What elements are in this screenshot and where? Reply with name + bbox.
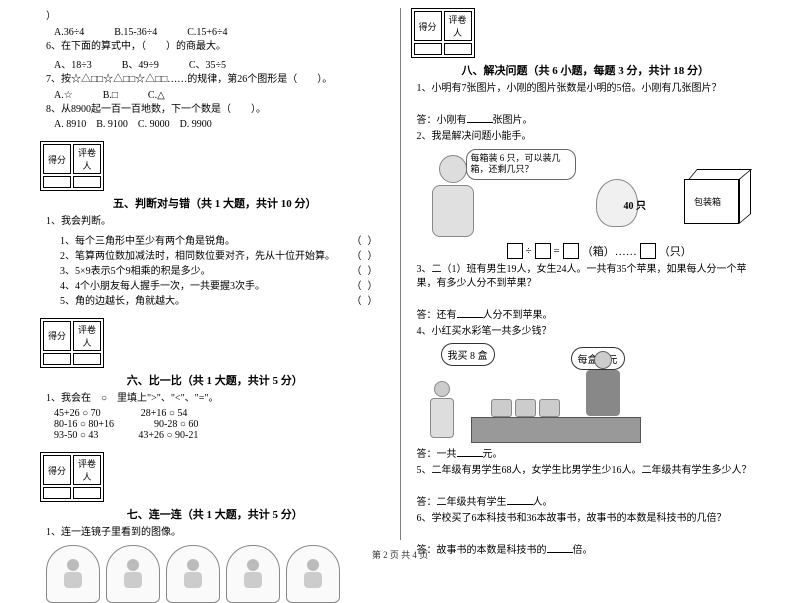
goods [491,399,561,417]
section-5-title: 五、判断对与错（共 1 大题，共计 10 分） [40,195,390,211]
blank [507,494,533,505]
q-opts: A.36÷4 B.15-36÷4 C.15+6÷4 [40,27,390,38]
opt-c: C. 9000 [138,119,170,130]
eq-blank [640,243,656,259]
opt-d: D. 9900 [180,119,212,130]
opt-c: C、35÷5 [189,56,226,71]
left-column: ） A.36÷4 B.15-36÷4 C.15+6÷4 6、在下面的算式中，（ … [30,8,400,540]
kid-figure [425,381,459,443]
s6-r3: 93-50 ○ 4343+26 ○ 90-21 [40,430,390,441]
blank [457,307,483,318]
r-q6: 6、学校买了6本科技书和36本故事书，故事书的本数是科技书的几倍？ [417,512,761,527]
counter [471,417,641,443]
speech-buy: 我买 8 盒 [441,343,495,366]
q4-illustration: 我买 8 盒 每盒 8 元 [411,343,761,443]
s7-lead: 1、连一连镜子里看到的图像。 [46,526,390,541]
s5-2: 2、笔算两位数加减法时，相同数位要对齐，先从十位开始算。（） [40,247,390,262]
q6-opts: A、18÷3 B、49÷9 C、35÷5 [40,56,390,71]
opt-b: B. 9100 [96,119,128,130]
page-footer: 第 2 页 共 4 页 [0,548,800,561]
s6-r1: 45+26 ○ 7028+16 ○ 54 [40,408,390,419]
right-column: 得分评卷人 八、解决问题（共 6 小题，每题 3 分，共计 18 分） 1、小明… [401,8,771,540]
r-q5: 5、二年级有男学生68人，女学生比男学生少16人。二年级共有学生多少人？ [417,464,761,479]
box-label: 包装箱 [694,195,721,208]
equation-row: ÷ = （箱）…… （只） [507,243,692,259]
q2-illustration: 每箱装 6 只，可以装几箱，还剩几只？ 40 只 包装箱 ÷ = （箱）…… （… [411,149,761,259]
score-box-7: 得分评卷人 [40,452,104,502]
seller-figure [581,351,625,421]
r-q1: 1、小明有7张图片，小刚的图片张数是小明的5倍。小刚有几张图片？ [417,82,761,97]
r-q4: 4、小红买水彩笔一共多少钱？ [417,325,761,340]
eq-blank [507,243,523,259]
opt-a: A、18÷3 [54,56,92,71]
eq-blank [563,243,579,259]
r-a4: 答：一共元。 [417,446,761,463]
section-8-title: 八、解决问题（共 6 小题，每题 3 分，共计 18 分） [411,62,761,78]
score-box-8: 得分评卷人 [411,8,475,58]
eq-blank [535,243,551,259]
opt-b: B.15-36÷4 [114,27,157,38]
r-q3: 3、二（1）班有男生19人，女生24人。一共有35个苹果，如果每人分一个苹果，有… [417,263,761,292]
score-box-6: 得分评卷人 [40,318,104,368]
reviewer-label: 评卷人 [73,144,101,174]
q8: 8、从8900起一百一百地数，下一个数是（ ）。 [46,103,390,118]
opt-a: A. 8910 [54,119,86,130]
opt-b: B.□ [103,90,118,101]
blank [467,112,493,123]
q8-opts: A. 8910 B. 9100 C. 9000 D. 9900 [40,119,390,130]
blank [457,446,483,457]
opt-c: C.△ [148,90,165,101]
s5-lead: 1、我会判断。 [46,215,390,230]
r-a1: 答：小刚有张图片。 [417,112,761,129]
s5-5: 5、角的边越长，角就越大。（） [40,292,390,307]
opt-c: C.15+6÷4 [187,27,227,38]
q7-opts: A.☆ B.□ C.△ [40,90,390,101]
opt-a: A.☆ [54,90,73,101]
q7: 7、按☆△□□☆△□□☆△□□……的规律，第26个图形是（ ）。 [46,73,390,88]
s5-1: 1、每个三角形中至少有两个角是锐角。（） [40,232,390,247]
s6-r2: 80-16 ○ 80+1690-28 ○ 60 [40,419,390,430]
score-box-5: 得分评卷人 [40,141,104,191]
section-6-title: 六、比一比（共 1 大题，共计 5 分） [40,372,390,388]
packing-box: 包装箱 [684,169,754,224]
opt-a: A.36÷4 [54,27,84,38]
s5-3: 3、5×9表示5个9相乘的积是多少。（） [40,262,390,277]
count-label: 40 只 [624,197,647,212]
r-a3: 答：还有人分不到苹果。 [417,307,761,324]
score-label: 得分 [43,144,71,174]
opt-b: B、49÷9 [122,56,159,71]
speech-bubble: 每箱装 6 只，可以装几箱，还剩几只？ [466,149,576,180]
section-7-title: 七、连一连（共 1 大题，共计 5 分） [40,506,390,522]
r-a5: 答：二年级共有学生人。 [417,494,761,511]
r-q2: 2、我是解决问题小能手。 [417,130,761,145]
s6-lead: 1、我会在 ○ 里填上">"、"<"、"="。 [46,392,390,407]
q6: 6、在下面的算式中，（ ）的商最大。 [46,40,390,55]
q-cont: ） [46,10,390,25]
s5-4: 4、4个小朋友每人握手一次，一共要握3次手。（） [40,277,390,292]
